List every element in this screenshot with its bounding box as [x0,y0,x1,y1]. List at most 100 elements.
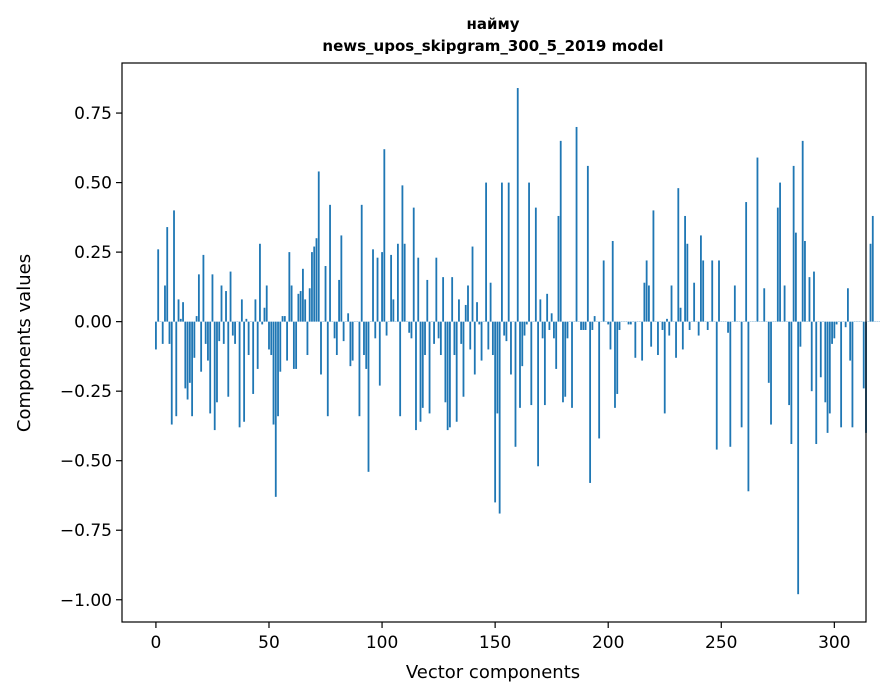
bar [311,252,313,322]
bar [367,321,370,472]
bar [473,321,476,375]
bar [627,321,630,325]
y-tick-label: −0.25 [60,382,112,402]
bar [783,285,786,322]
bar [222,321,225,344]
y-tick-label: 0.00 [74,313,112,333]
bar [363,321,365,356]
bar [277,321,279,417]
bar [840,321,843,428]
bar [571,321,573,408]
bar [564,321,567,397]
bar [828,321,831,414]
bar [566,321,569,339]
bar [797,321,800,595]
bar [523,321,526,336]
bar [259,243,261,322]
bar [193,321,196,358]
bar [403,243,406,322]
bar [686,243,689,322]
y-tick-label: 0.25 [74,243,112,263]
bar [168,321,171,344]
bar [831,321,833,344]
bar [437,321,440,339]
bar [729,321,732,447]
bar [589,321,592,483]
bar [697,321,700,336]
bar [320,321,322,375]
bar [399,321,402,417]
bar [349,321,352,367]
bar [582,321,585,330]
bar [591,321,594,330]
bar [747,321,750,492]
bar-series [155,88,880,595]
bar [740,321,743,428]
bar [668,321,671,336]
y-axis: −1.00 −0.75 −0.50 −0.25 0.00 0.25 0.50 0.75 [60,104,122,611]
bar [338,279,340,322]
bar [376,257,379,322]
bar [455,321,458,422]
bar [652,210,655,322]
bar [207,321,209,361]
bar [256,321,259,369]
bar [385,321,388,336]
bar [530,321,533,406]
bar [534,207,537,322]
bar [498,321,501,514]
bar [478,321,481,325]
bar [681,321,684,350]
bar [537,321,539,467]
bar [155,321,157,350]
bar [824,321,827,403]
bar [819,321,822,378]
bar [442,277,445,322]
bar [234,321,236,344]
bar [290,285,293,322]
bar [598,321,601,439]
bar [435,257,438,322]
bar [295,321,298,369]
bar [706,321,709,330]
bar [186,321,189,400]
bar [220,285,223,322]
bar [629,321,632,325]
bar [252,321,255,394]
bar [618,321,621,330]
chart-subtitle: news_upos_skipgram_300_5_2019 model [322,37,663,55]
bar [851,321,854,428]
bar [810,321,813,392]
bar [333,321,336,339]
bar [279,321,282,372]
bar [372,249,374,322]
bar [225,291,227,322]
bar [308,288,311,322]
y-tick-label: −0.50 [60,452,112,472]
bar [844,321,847,328]
x-tick-label: 200 [592,633,624,653]
bar [175,321,178,417]
bar [464,304,467,322]
bar [715,321,718,450]
bar [663,321,666,414]
bar [304,299,307,322]
bar [528,182,530,322]
x-axis-label: Vector components [406,662,580,683]
bar [645,260,648,322]
bar [489,282,492,322]
bar [342,321,345,342]
bar [648,285,650,322]
bar [616,321,619,394]
bar [274,321,277,497]
bar [788,321,791,406]
bar [862,321,865,389]
bar [374,321,377,339]
bar [476,302,478,322]
bar [243,321,246,422]
bar [553,321,555,339]
bar [161,321,164,344]
bar [693,282,696,322]
chart-title: найму [466,15,519,33]
bar [254,299,257,322]
